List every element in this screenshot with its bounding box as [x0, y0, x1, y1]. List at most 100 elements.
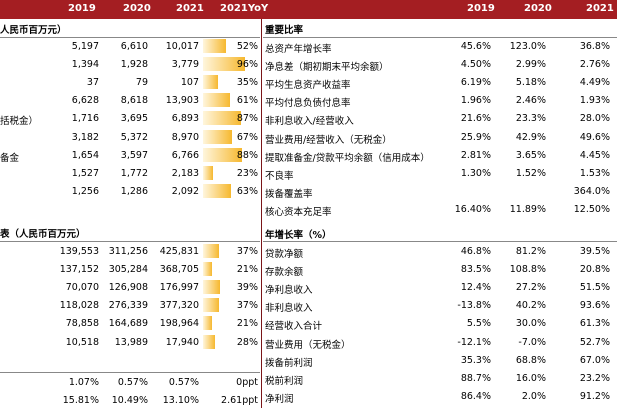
- growth-label: 经营收入合计: [265, 321, 323, 333]
- cell-2021: 2.76%: [579, 59, 610, 71]
- cell-2020: 10.49%: [111, 395, 148, 407]
- cell-yoy: 67%: [236, 131, 258, 143]
- cell-2020: 2.0%: [521, 390, 546, 402]
- cell-2021: 39.5%: [579, 246, 610, 257]
- cell-2020: 0.57%: [117, 377, 148, 388]
- cell-2019: 137,152: [59, 264, 99, 276]
- cell-2019: 25.9%: [460, 131, 491, 143]
- header-2020: 2020: [123, 3, 151, 14]
- cell-2021: 1.53%: [579, 167, 610, 179]
- cell-yoy: 52%: [236, 41, 258, 52]
- header-bar: 2019 2020 2021 2021YoY 2019 2020 2021: [0, 0, 617, 19]
- cell-2021: 4.45%: [579, 149, 610, 161]
- section-rule: [0, 37, 260, 38]
- yoy-bar: [203, 316, 212, 331]
- yoy-bar: [203, 183, 231, 198]
- cell-2020: 79: [135, 77, 148, 89]
- yoy-bar: [203, 298, 219, 313]
- header-right-2019: 2019: [467, 3, 495, 14]
- growth-label: 贷款净额: [265, 249, 304, 260]
- cell-2021: 13,903: [165, 95, 199, 107]
- cell-2019: 5.5%: [466, 318, 491, 330]
- cell-2020: 1,772: [120, 167, 148, 179]
- cell-yoy: 87%: [236, 113, 258, 125]
- cell-2019: 1,527: [71, 167, 99, 179]
- column-divider: [261, 19, 262, 408]
- cell-yoy: 63%: [236, 185, 258, 197]
- growth-label: 营业费用（无税金）: [265, 339, 351, 351]
- cell-yoy: 88%: [236, 149, 258, 161]
- cell-2021: 364.0%: [573, 185, 610, 197]
- cell-yoy: 0ppt: [236, 377, 258, 388]
- cell-2019: 83.5%: [460, 264, 491, 276]
- yoy-bar: [203, 111, 241, 126]
- section-rule: [0, 372, 260, 373]
- row-label: 括税金）: [0, 116, 39, 128]
- header-right-2020: 2020: [524, 3, 552, 14]
- cell-2021: 6,893: [171, 113, 199, 125]
- ratio-label: 拨备覆盖率: [265, 188, 313, 200]
- cell-yoy: 28%: [236, 336, 258, 348]
- ratio-label: 非利息收入/经营收入: [265, 116, 354, 128]
- cell-2020: 3,597: [120, 149, 148, 161]
- cell-2019: 37: [86, 77, 99, 89]
- cell-2019: 2.81%: [460, 149, 491, 161]
- cell-2020: 108.8%: [509, 264, 546, 276]
- header-right-2021: 2021: [586, 3, 614, 14]
- cell-2021: 377,320: [159, 300, 199, 312]
- header-2021: 2021: [176, 3, 204, 14]
- cell-2019: 78,858: [65, 318, 99, 330]
- cell-2021: 10,017: [165, 41, 199, 52]
- cell-2021: 93.6%: [579, 300, 610, 312]
- cell-2020: 164,689: [108, 318, 148, 330]
- cell-2021: 17,940: [165, 336, 199, 348]
- cell-2020: 305,284: [108, 264, 148, 276]
- cell-2020: 276,339: [108, 300, 148, 312]
- section-rule: [263, 241, 617, 242]
- section-title: 重要比率: [265, 25, 304, 36]
- cell-2020: 27.2%: [515, 282, 546, 294]
- row-label: 备金: [0, 152, 20, 164]
- ratio-label: 净息差（期初期末平均余额）: [265, 62, 389, 74]
- cell-2021: 91.2%: [579, 390, 610, 402]
- section-rule: [0, 241, 260, 242]
- cell-2021: 4.49%: [579, 77, 610, 89]
- section-title: 表（人民币百万元）: [0, 229, 86, 240]
- cell-yoy: 23%: [236, 167, 258, 179]
- cell-2021: 176,997: [159, 282, 199, 294]
- cell-2020: 126,908: [108, 282, 148, 294]
- cell-2021: 20.8%: [579, 264, 610, 276]
- cell-2020: 16.0%: [515, 372, 546, 384]
- growth-label: 非利息收入: [265, 303, 313, 315]
- yoy-bar: [203, 280, 220, 295]
- cell-2020: 3.65%: [515, 149, 546, 161]
- cell-2019: 1.96%: [460, 95, 491, 107]
- cell-2021: 61.3%: [579, 318, 610, 330]
- cell-2020: 311,256: [108, 246, 148, 257]
- cell-yoy: 37%: [236, 300, 258, 312]
- ratio-label: 核心资本充足率: [265, 206, 332, 218]
- cell-2021: 107: [180, 77, 199, 89]
- cell-2020: 123.0%: [509, 41, 546, 52]
- cell-2021: 28.0%: [579, 113, 610, 125]
- cell-2019: 3,182: [71, 131, 99, 143]
- cell-2020: -7.0%: [518, 336, 546, 348]
- cell-2021: 425,831: [159, 246, 199, 257]
- growth-label: 税前利润: [265, 375, 304, 387]
- cell-2019: 10,518: [65, 336, 99, 348]
- cell-2019: -13.8%: [457, 300, 491, 312]
- cell-2019: 5,197: [71, 41, 99, 52]
- cell-2020: 23.3%: [515, 113, 546, 125]
- cell-2021: 51.5%: [579, 282, 610, 294]
- cell-2020: 1.52%: [515, 167, 546, 179]
- cell-2021: 49.6%: [579, 131, 610, 143]
- cell-2020: 11.89%: [509, 203, 546, 215]
- cell-2020: 30.0%: [515, 318, 546, 330]
- cell-2021: 2,092: [171, 185, 199, 197]
- cell-2020: 3,695: [120, 113, 148, 125]
- cell-2021: 0.57%: [168, 377, 199, 388]
- cell-2020: 1,928: [120, 59, 148, 71]
- cell-2020: 2.46%: [515, 95, 546, 107]
- yoy-bar: [203, 75, 218, 90]
